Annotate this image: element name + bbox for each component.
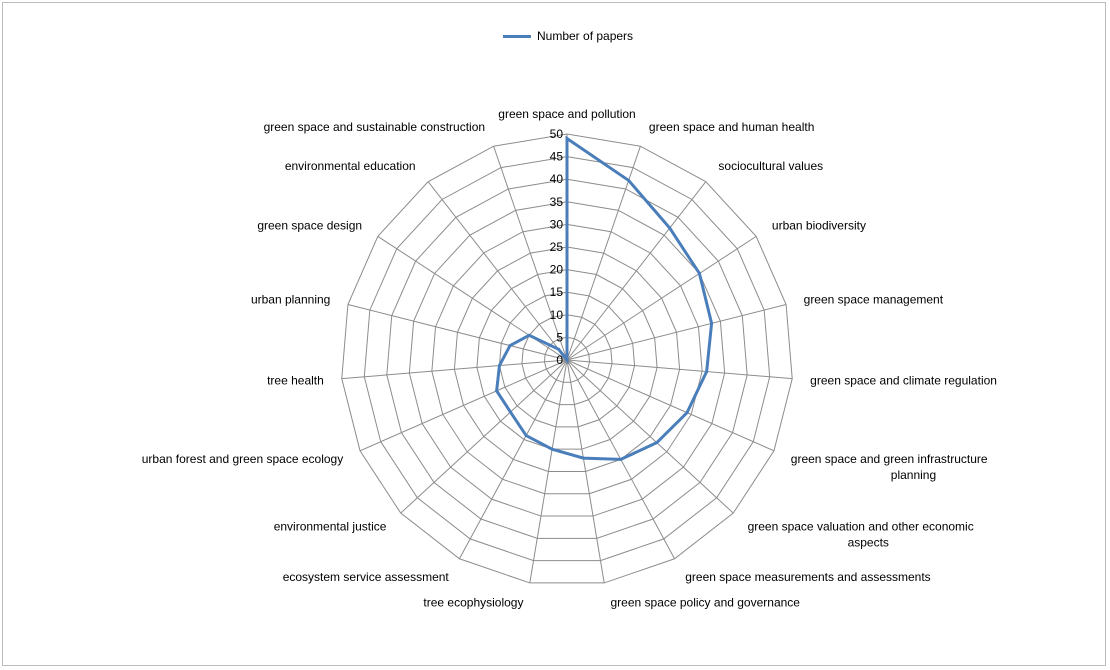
grid-spoke-15 — [341, 359, 568, 380]
grid-ring-5 — [543, 336, 591, 383]
grid-spoke-5 — [566, 304, 787, 361]
grid-spoke-7 — [566, 359, 775, 452]
category-label-7: green space and green infrastructure plan… — [791, 452, 988, 482]
category-label-3: sociocultural values — [718, 159, 823, 173]
legend: Number of papers — [503, 27, 633, 45]
grid-spoke-3 — [566, 181, 707, 361]
category-label-15: tree health — [267, 373, 324, 387]
category-label-2: green space and human health — [649, 120, 814, 134]
category-label-5: green space management — [804, 293, 944, 307]
tick-label-40: 40 — [550, 172, 564, 186]
data-point-1 — [565, 137, 569, 141]
grid-ring-10 — [521, 314, 613, 406]
category-label-14: urban forest and green space ecology — [142, 452, 343, 466]
grid-spoke-10 — [566, 359, 605, 583]
grid-spoke-17 — [377, 235, 568, 361]
category-label-4: urban biodiversity — [772, 218, 866, 232]
grid-spoke-18 — [427, 181, 568, 361]
legend-swatch-number-of-papers — [503, 34, 531, 38]
tick-label-15: 15 — [550, 285, 564, 299]
data-point-11 — [550, 447, 554, 451]
grid-ring-20 — [476, 269, 658, 450]
grid-spoke-19 — [493, 146, 568, 361]
grid-spoke-6 — [566, 359, 793, 380]
tick-label-5: 5 — [556, 330, 563, 344]
tick-label-25: 25 — [550, 240, 564, 254]
grid-ring-35 — [408, 201, 726, 517]
grid-spoke-11 — [529, 359, 568, 583]
tick-label-20: 20 — [550, 263, 564, 277]
data-point-16 — [508, 344, 512, 348]
category-label-6: green space and climate regulation — [810, 373, 997, 387]
data-point-3 — [668, 226, 672, 230]
data-point-7 — [685, 411, 689, 415]
category-label-13: environmental justice — [274, 520, 387, 534]
category-label-1: green space and pollution — [498, 107, 635, 121]
tick-label-0: 0 — [556, 353, 563, 367]
tick-label-10: 10 — [550, 308, 564, 322]
data-point-2 — [627, 178, 631, 182]
legend-label-number-of-papers: Number of papers — [537, 29, 634, 43]
data-point-4 — [697, 271, 701, 275]
grid-ring-40 — [386, 178, 748, 539]
grid-ring-30 — [431, 223, 703, 495]
category-label-8: green space valuation and other economic… — [748, 520, 974, 550]
series-line-1 — [495, 135, 714, 461]
data-point-9 — [619, 457, 623, 461]
category-label-19: green space and sustainable construction — [264, 120, 485, 134]
data-point-6 — [705, 370, 709, 374]
data-point-15 — [497, 364, 501, 368]
data-point-13 — [508, 410, 512, 414]
grid-ring-45 — [363, 156, 771, 562]
category-label-18: environmental education — [285, 159, 416, 173]
grid-spoke-13 — [400, 359, 568, 514]
data-point-12 — [524, 434, 528, 438]
data-point-14 — [495, 389, 499, 393]
tick-label-50: 50 — [550, 127, 564, 141]
grid-ring-50 — [341, 133, 793, 584]
data-point-19 — [565, 358, 569, 362]
grid-spoke-8 — [566, 359, 734, 514]
category-label-10: green space policy and governance — [611, 596, 801, 610]
grid-spoke-16 — [347, 304, 568, 361]
grid-spoke-2 — [566, 146, 641, 361]
data-point-5 — [710, 321, 714, 325]
data-point-18 — [557, 347, 561, 351]
grid-ring-25 — [453, 246, 681, 472]
category-label-9: green space measurements and assessments — [685, 570, 930, 584]
grid-spoke-12 — [458, 359, 568, 559]
category-label-17: green space design — [257, 218, 362, 232]
data-point-8 — [655, 441, 659, 445]
grid-ring-15 — [498, 291, 636, 428]
data-point-17 — [527, 333, 531, 337]
grid-spoke-14 — [359, 359, 568, 452]
tick-label-35: 35 — [550, 195, 564, 209]
category-label-16: urban planning — [251, 293, 330, 307]
grid-spoke-4 — [566, 235, 757, 361]
radar-chart: 0 5 10 15 20 25 30 35 40 45 50 green space and poll… — [142, 107, 997, 610]
tick-label-45: 45 — [550, 150, 564, 164]
data-point-10 — [581, 456, 585, 460]
tick-label-30: 30 — [550, 217, 564, 231]
category-label-11: tree ecophysiology — [423, 596, 523, 610]
category-label-12: ecosystem service assessment — [283, 570, 450, 584]
